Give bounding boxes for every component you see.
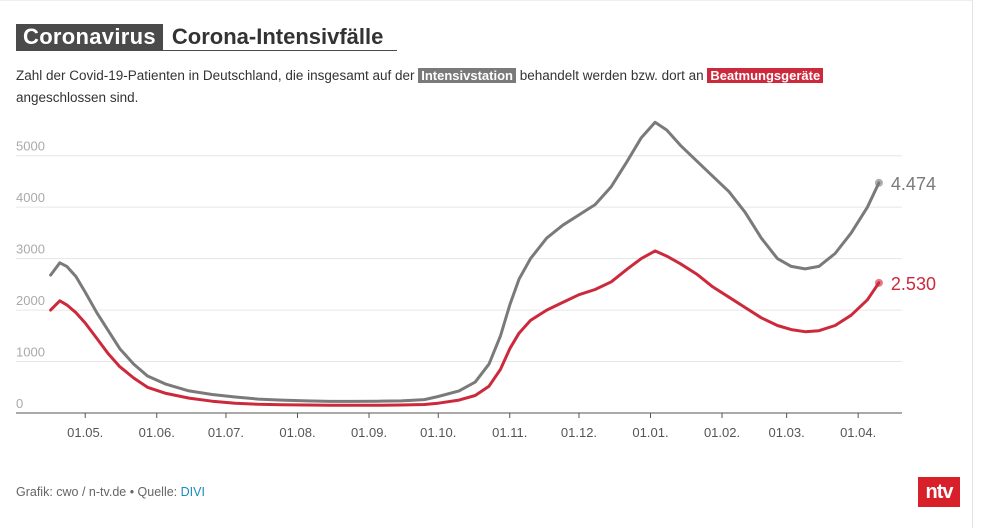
x-tick-label: 01.11.	[492, 425, 527, 440]
chart-subtitle: Zahl der Covid-19-Patienten in Deutschla…	[16, 65, 916, 109]
series-end-label: 4.474	[891, 174, 936, 194]
line-chart: 0 1000 2000 3000 4000 5000 01.05. 01.06. 01.07. 0…	[16, 120, 936, 440]
x-tick-label: 01.08.	[279, 425, 315, 440]
source-link[interactable]: DIVI	[180, 485, 205, 499]
x-tick-label: 01.04.	[840, 425, 876, 440]
series-end-label: 2.530	[891, 274, 936, 294]
y-tick-label: 3000	[16, 242, 45, 257]
series-line-intensivstation	[49, 120, 881, 403]
chart-title: Corona-Intensivfälle	[162, 24, 398, 51]
series-line-beatmung	[49, 249, 881, 407]
series-end-point	[874, 178, 883, 187]
x-tick-label: 01.05.	[67, 425, 103, 440]
x-tick-label: 01.09.	[351, 425, 387, 440]
x-tick-label: 01.06.	[139, 425, 175, 440]
footer-text: Grafik: cwo / n-tv.de • Quelle:	[16, 485, 181, 499]
legend-intensivstation: Intensivstation	[418, 68, 516, 83]
legend-beatmung: Beatmungsgeräte	[707, 68, 824, 83]
x-tick-label: 01.03.	[769, 425, 805, 440]
series-end-point	[874, 278, 883, 287]
y-tick-label: 0	[16, 396, 23, 411]
subtitle-text-1: Zahl der Covid-19-Patienten in Deutschla…	[16, 68, 419, 83]
x-tick-label: 01.02.	[704, 425, 740, 440]
y-tick-label: 2000	[16, 293, 45, 308]
footer-credit: Grafik: cwo / n-tv.de • Quelle: DIVI	[16, 485, 205, 499]
subtitle-text-3: angeschlossen sind.	[16, 90, 139, 105]
y-tick-label: 5000	[16, 139, 45, 154]
x-tick-label: 01.12.	[561, 425, 597, 440]
topic-tag: Coronavirus	[16, 24, 163, 51]
y-tick-label: 1000	[16, 345, 45, 360]
x-tick-label: 01.10.	[420, 425, 456, 440]
x-tick-label: 01.07.	[208, 425, 244, 440]
ntv-logo: ntv	[918, 477, 960, 507]
subtitle-text-2: behandelt werden bzw. dort an	[515, 68, 708, 83]
x-tick-label: 01.01.	[632, 425, 668, 440]
header: Coronavirus Corona-Intensivfälle	[16, 24, 398, 51]
y-tick-label: 4000	[16, 190, 45, 205]
